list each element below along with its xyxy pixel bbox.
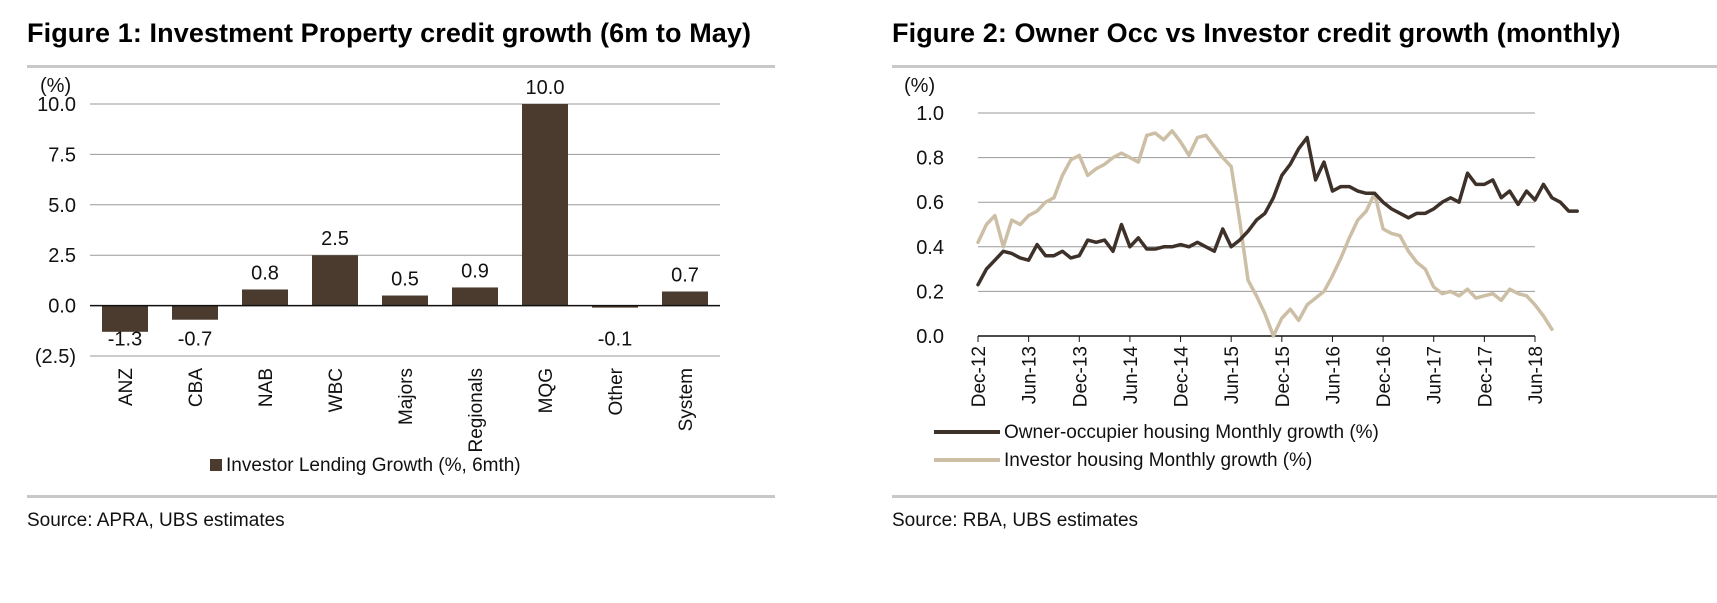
bar-majors xyxy=(382,295,428,306)
bar-regionals xyxy=(452,287,498,306)
figure-1-title: Figure 1: Investment Property credit gro… xyxy=(27,18,752,48)
x-category-label: MQG xyxy=(536,368,557,413)
x-tick-label: Jun-13 xyxy=(1020,346,1041,404)
bar-data-label: -1.3 xyxy=(108,329,142,351)
bar-data-label: -0.1 xyxy=(598,329,632,351)
x-tick-label: Dec-16 xyxy=(1374,346,1395,407)
x-tick-label: Dec-12 xyxy=(969,346,990,407)
y-tick-label: 7.5 xyxy=(48,144,76,166)
y-tick-label: 5.0 xyxy=(48,195,76,217)
y-tick-label: 1.0 xyxy=(916,103,944,125)
figure-1-bottom-rule xyxy=(27,495,775,498)
legend-swatch xyxy=(210,459,222,471)
owner-occupier-series-line xyxy=(976,135,1579,287)
y-tick-label: 0.6 xyxy=(916,192,944,214)
y-tick-label: 0.8 xyxy=(916,148,944,170)
legend-label: Investor Lending Growth (%, 6mth) xyxy=(226,455,521,476)
figure-2-top-rule xyxy=(892,65,1717,68)
bar-wbc xyxy=(312,255,358,306)
figure-2-chart: 0.0 0.2 0.4 0.6 0.8 1.0 (%) Dec-12 Jun-13 Dec-13 J… xyxy=(904,75,1579,471)
y-tick-label: (2.5) xyxy=(35,346,76,368)
figure-1-panel: Figure 1: Investment Property credit gro… xyxy=(0,0,850,603)
bar-other xyxy=(592,305,638,308)
x-tick-label: Dec-15 xyxy=(1273,346,1294,407)
y-axis-unit-label: (%) xyxy=(904,75,935,97)
bar-data-label: 10.0 xyxy=(526,77,565,99)
bar-nab xyxy=(242,289,288,306)
figure-2-title: Figure 2: Owner Occ vs Investor credit g… xyxy=(892,18,1621,48)
x-tick-label: Jun-17 xyxy=(1425,346,1446,404)
x-category-label: Other xyxy=(606,367,627,415)
bar-data-label: 2.5 xyxy=(321,228,349,250)
figure-1-top-rule xyxy=(27,65,775,68)
x-tick-label: Jun-16 xyxy=(1323,346,1344,404)
bar-system xyxy=(662,291,708,306)
investor-series-line xyxy=(976,129,1554,338)
figure-2-source: Source: RBA, UBS estimates xyxy=(892,510,1139,531)
bar-data-label: -0.7 xyxy=(178,329,212,351)
bar-mqg xyxy=(522,104,568,306)
x-tick-label: Jun-18 xyxy=(1526,346,1547,404)
bar-data-label: 0.9 xyxy=(461,260,489,282)
x-category-label: NAB xyxy=(256,368,277,407)
y-tick-label: 0.0 xyxy=(916,326,944,348)
y-tick-label: 10.0 xyxy=(37,94,76,116)
bar-anz xyxy=(102,305,148,332)
x-tick-label: Dec-13 xyxy=(1070,346,1091,407)
x-category-label: WBC xyxy=(326,368,347,412)
x-tick-label: Dec-14 xyxy=(1172,346,1193,408)
figure-1-chart: (2.5)0.02.55.07.510.0(%)-1.3ANZ-0.7CBA0.… xyxy=(35,75,720,476)
x-category-label: ANZ xyxy=(116,368,137,406)
bar-data-label: 0.7 xyxy=(671,264,699,286)
x-tick-label: Jun-14 xyxy=(1121,346,1142,405)
figure-2-bottom-rule xyxy=(892,495,1717,498)
x-category-label: CBA xyxy=(186,368,207,407)
y-tick-label: 0.0 xyxy=(48,296,76,318)
figure-2-panel: Figure 2: Owner Occ vs Investor credit g… xyxy=(880,0,1717,603)
x-category-label: Regionals xyxy=(466,368,487,453)
y-axis-unit-label: (%) xyxy=(40,75,71,97)
x-category-label: System xyxy=(676,368,697,431)
bar-data-label: 0.5 xyxy=(391,269,419,291)
y-tick-label: 0.4 xyxy=(916,237,944,259)
x-tick-label: Jun-15 xyxy=(1222,346,1243,404)
x-tick-label: Dec-17 xyxy=(1475,346,1496,407)
figure-1-source: Source: APRA, UBS estimates xyxy=(27,510,285,531)
bar-cba xyxy=(172,305,218,320)
legend-label: Owner-occupier housing Monthly growth (%… xyxy=(1004,422,1379,443)
legend-label: Investor housing Monthly growth (%) xyxy=(1004,450,1312,471)
y-tick-label: 0.2 xyxy=(916,281,944,303)
x-category-label: Majors xyxy=(396,368,417,425)
bar-data-label: 0.8 xyxy=(251,262,279,284)
y-tick-label: 2.5 xyxy=(48,245,76,267)
